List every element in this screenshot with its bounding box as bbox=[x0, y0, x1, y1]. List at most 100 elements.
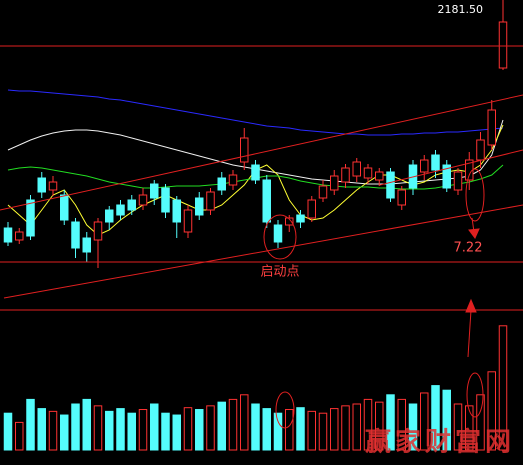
trend-line bbox=[0, 94, 523, 211]
volume-bar bbox=[465, 405, 474, 451]
arrow-head bbox=[465, 298, 477, 313]
candle-body bbox=[240, 137, 249, 163]
candle-body bbox=[183, 209, 193, 233]
volume-bar bbox=[3, 412, 13, 451]
candle-body bbox=[285, 217, 294, 226]
volume-bar bbox=[82, 398, 91, 451]
start-point-label: 启动点 bbox=[260, 265, 299, 280]
volume-bar bbox=[138, 409, 148, 451]
candle-body bbox=[431, 154, 440, 171]
candle-body bbox=[15, 231, 24, 241]
candle-body bbox=[26, 199, 35, 237]
volume-bar bbox=[487, 371, 496, 451]
candle-body bbox=[397, 189, 406, 206]
volume-bar bbox=[285, 409, 294, 451]
candle-body bbox=[228, 174, 238, 186]
highlight-ellipse bbox=[275, 391, 295, 429]
candle-body bbox=[105, 209, 114, 223]
volume-bar bbox=[498, 325, 508, 451]
candle-body bbox=[37, 177, 46, 193]
volume-bar bbox=[318, 412, 328, 451]
candle-body bbox=[217, 177, 226, 191]
volume-bar bbox=[172, 414, 181, 451]
volume-bar bbox=[307, 410, 316, 451]
volume-bar bbox=[273, 412, 283, 451]
candle-body bbox=[442, 164, 451, 189]
volume-bar bbox=[195, 409, 204, 451]
volume-bar bbox=[116, 408, 125, 451]
highlight-ellipse bbox=[263, 214, 297, 260]
volume-bar bbox=[251, 403, 260, 451]
highlight-ellipse bbox=[466, 372, 484, 418]
volume-bar bbox=[161, 412, 170, 451]
price-label: 2181.50 bbox=[438, 3, 484, 16]
candle-body bbox=[498, 21, 508, 69]
volume-bar bbox=[442, 389, 451, 451]
volume-bar bbox=[296, 407, 305, 451]
volume-bar bbox=[386, 394, 395, 451]
volume-bar bbox=[60, 414, 69, 451]
arrow bbox=[467, 309, 472, 358]
volume-bar bbox=[431, 385, 440, 451]
volume-bar bbox=[150, 403, 159, 451]
candle-body bbox=[71, 221, 80, 249]
candle-body bbox=[195, 197, 204, 216]
candle-body bbox=[3, 227, 13, 243]
volume-bar bbox=[476, 394, 485, 451]
volume-bar bbox=[408, 403, 418, 451]
candle-body bbox=[476, 139, 485, 161]
candle-body bbox=[420, 159, 429, 173]
candle-body bbox=[172, 199, 181, 223]
candle-body bbox=[262, 179, 271, 223]
volume-bar bbox=[240, 394, 249, 451]
candle-body bbox=[150, 183, 159, 199]
volume-bar bbox=[363, 398, 373, 451]
trend-line bbox=[3, 204, 523, 299]
volume-bar bbox=[127, 412, 136, 451]
volume-bar bbox=[71, 403, 80, 451]
volume-bar bbox=[105, 410, 114, 451]
candle-body bbox=[127, 199, 136, 211]
candle-body bbox=[330, 175, 339, 191]
annotation-layer bbox=[0, 45, 523, 429]
candle-body bbox=[48, 181, 58, 191]
candle-body bbox=[251, 164, 260, 181]
volume-bar bbox=[420, 392, 429, 451]
trend-line bbox=[379, 149, 523, 186]
candle-body bbox=[116, 204, 125, 216]
candle-body bbox=[386, 171, 395, 199]
candle-body bbox=[307, 199, 316, 219]
candle-body bbox=[363, 167, 373, 179]
candle-body bbox=[206, 191, 215, 211]
highlight-ellipse bbox=[465, 168, 485, 222]
volume-bar bbox=[15, 421, 24, 451]
volume-bar bbox=[183, 407, 193, 451]
arrow-head bbox=[468, 228, 480, 239]
candle-body bbox=[82, 237, 91, 253]
candle-body bbox=[352, 161, 361, 177]
volume-bar bbox=[217, 401, 226, 451]
volume-bar bbox=[93, 405, 103, 451]
candle-body bbox=[487, 109, 496, 146]
candle-body bbox=[318, 185, 328, 199]
volume-bar bbox=[397, 398, 406, 451]
candle-body bbox=[341, 167, 350, 183]
candle-body bbox=[453, 171, 463, 191]
candle-body bbox=[93, 221, 103, 241]
plot bbox=[3, 0, 508, 451]
volume-bar bbox=[37, 408, 46, 451]
candle-body bbox=[273, 224, 283, 243]
volume-bar bbox=[341, 405, 350, 451]
volume-bar bbox=[330, 408, 339, 451]
volume-bar bbox=[352, 403, 361, 451]
volume-bar bbox=[262, 408, 271, 451]
candle-body bbox=[60, 194, 69, 221]
volume-bar bbox=[48, 410, 58, 451]
volume-bar bbox=[375, 401, 384, 451]
volume-bar bbox=[453, 403, 463, 451]
volume-bar bbox=[206, 405, 215, 451]
candle-body bbox=[161, 187, 170, 213]
candle-body bbox=[375, 171, 384, 181]
volume-bar bbox=[228, 398, 238, 451]
